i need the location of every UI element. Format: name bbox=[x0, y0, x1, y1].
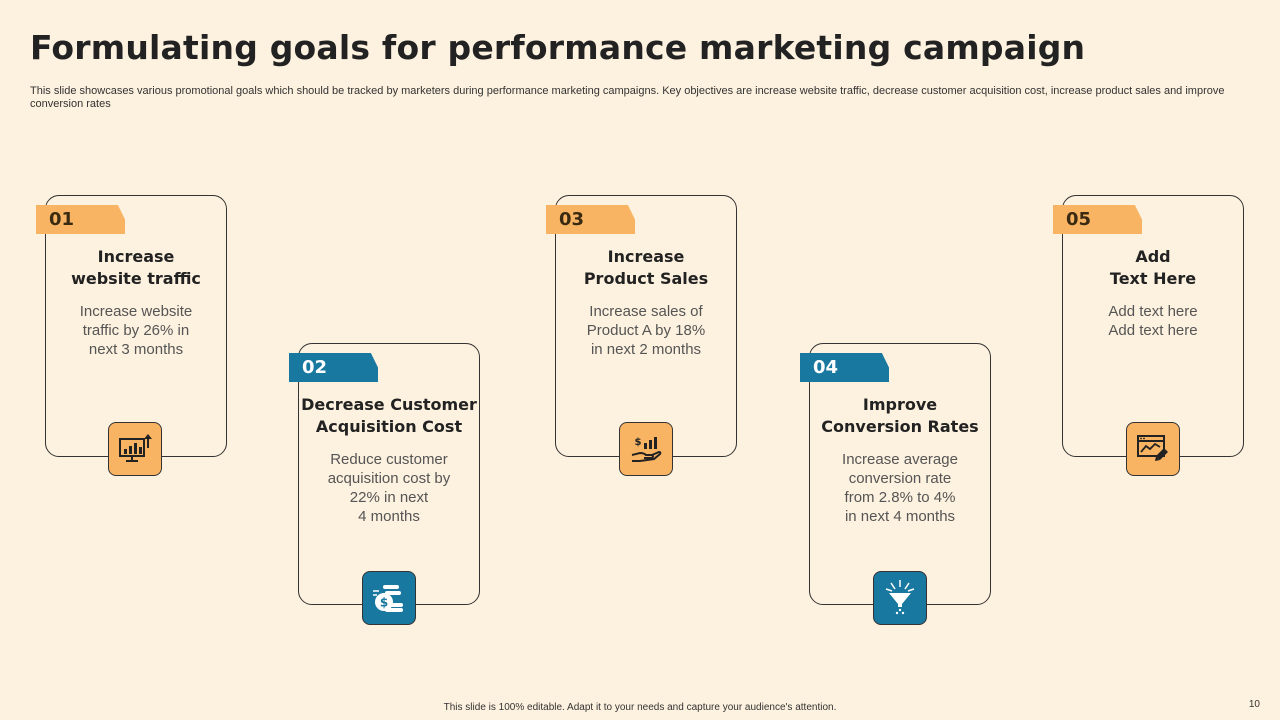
card-description: Add text here Add text here bbox=[1108, 303, 1198, 339]
card-title: Decrease Customer Acquisition Cost bbox=[301, 395, 477, 436]
card-title: Improve Conversion Rates bbox=[821, 395, 979, 436]
hand-sales-growth-icon: $ bbox=[619, 422, 673, 476]
svg-text:$: $ bbox=[635, 437, 642, 448]
slide-subtitle: This slide showcases various promotional… bbox=[30, 85, 1225, 110]
page-number: 10 bbox=[1248, 699, 1260, 710]
browser-analytics-icon bbox=[1126, 422, 1180, 476]
card-number-tab: 02 bbox=[289, 353, 378, 382]
card-number-tab: 04 bbox=[800, 353, 889, 382]
goal-card-03: 03 Increase Product Sales Increase sales … bbox=[546, 195, 737, 457]
card-description: Increase average conversion rate from 2.8%… bbox=[842, 451, 958, 525]
card-number-tab: 05 bbox=[1053, 205, 1142, 234]
svg-text:$: $ bbox=[380, 596, 388, 610]
slide-footer: This slide is 100% editable. Adapt it to… bbox=[443, 702, 837, 713]
card-title: Add Text Here bbox=[1109, 247, 1197, 288]
goal-card-01: 01 Increase website traffic Increase webs… bbox=[36, 195, 227, 457]
card-description: Increase website traffic by 26% in next 3 … bbox=[79, 303, 193, 358]
card-description: Increase sales of Product A by 18% in next… bbox=[586, 303, 706, 358]
card-title: Increase Product Sales bbox=[583, 247, 709, 288]
coins-dollar-icon: $ bbox=[362, 571, 416, 625]
goal-card-04: 04 Improve Conversion Rates Increase aver… bbox=[800, 343, 991, 605]
chart-growth-icon bbox=[108, 422, 162, 476]
goal-card-02: 02 Decrease Customer Acquisition Cost Red… bbox=[289, 343, 480, 605]
funnel-icon bbox=[873, 571, 927, 625]
card-number-tab: 01 bbox=[36, 205, 125, 234]
card-description: Reduce customer acquisition cost by 22% in… bbox=[327, 451, 451, 525]
card-title: Increase website traffic bbox=[71, 247, 201, 288]
slide-title: Formulating goals for performance market… bbox=[30, 28, 1086, 67]
goal-card-05: 05 Add Text Here Add text here Add text he… bbox=[1053, 195, 1244, 457]
card-number-tab: 03 bbox=[546, 205, 635, 234]
